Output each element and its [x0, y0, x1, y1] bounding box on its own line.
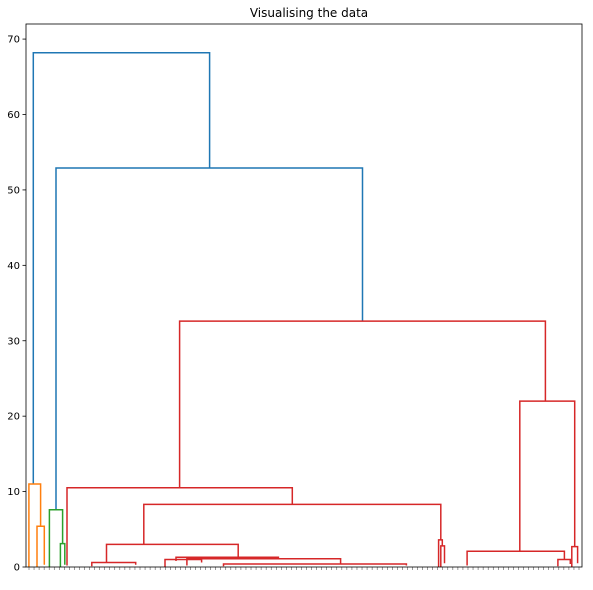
y-tick-label: 70	[7, 35, 20, 46]
dendrogram-link	[466, 550, 566, 566]
dendrogram-link	[143, 503, 442, 545]
dendrogram-link	[178, 320, 547, 488]
dendrogram-link	[91, 561, 137, 567]
y-axis: 0 10 20 30 40 50 60 70	[7, 35, 26, 574]
dendrogram-link	[557, 558, 572, 567]
dendrogram-link	[519, 400, 576, 552]
y-tick-label: 20	[7, 412, 20, 423]
dendrogram-link	[571, 545, 579, 567]
dendrogram-link	[59, 542, 66, 567]
dendrogram-link	[32, 51, 211, 484]
y-tick-label: 50	[7, 185, 20, 196]
dendrogram-link	[105, 543, 239, 563]
dendrogram-link	[164, 558, 203, 567]
plot-area	[25, 23, 583, 568]
dendrogram-link	[28, 483, 42, 567]
y-tick-label: 0	[14, 563, 20, 574]
dendrogram-link	[48, 508, 64, 567]
y-tick-label: 60	[7, 110, 20, 121]
y-tick-label: 30	[7, 336, 20, 347]
dendrogram-link	[440, 545, 446, 567]
chart-title: Visualising the data	[250, 6, 368, 20]
dendrogram-link	[66, 487, 294, 566]
y-tick-label: 40	[7, 261, 20, 272]
x-axis	[28, 567, 580, 570]
y-tick-label: 10	[7, 487, 20, 498]
dendrogram-link	[437, 539, 444, 567]
dendrogram-link	[36, 525, 46, 567]
dendrogram-link	[186, 557, 342, 566]
dendrogram-link	[55, 167, 364, 510]
axes-frame	[25, 23, 583, 568]
dendrogram-link	[222, 563, 408, 567]
